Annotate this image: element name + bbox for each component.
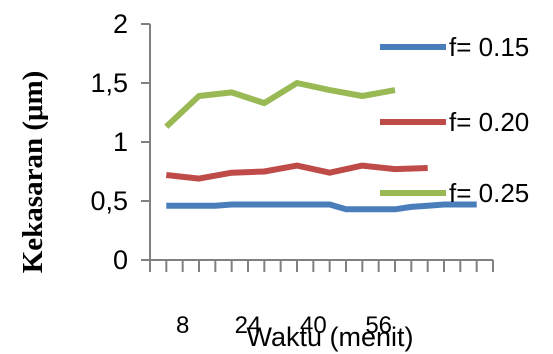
series-line-f-0-20 [165,162,428,182]
series-line-f-0-15 [166,201,477,213]
series-line-f-0-25 [164,80,396,129]
series-lines [164,80,477,213]
x-axis: 8 24 40 56 [149,259,494,339]
y-tick-label: 1 [113,127,128,157]
y-tick-label: 2 [113,9,128,39]
y-axis: 0 0,5 1 1,5 2 [90,9,151,275]
x-tick-label: 56 [365,312,392,339]
y-tick-label: 0 [113,245,128,275]
y-axis-label: Kekasaran (μm) [17,71,49,274]
y-tick-label: 1,5 [90,68,128,98]
legend-label: f= 0.20 [449,107,529,137]
legend-label: f= 0.25 [449,178,529,208]
x-axis-label: Waktu (menit) [246,322,413,352]
x-tick-label: 8 [176,312,189,339]
x-tick-label: 24 [235,312,262,339]
legend-label: f= 0.15 [449,32,529,62]
legend: f= 0.15 f= 0.20 f= 0.25 [380,32,529,208]
x-tick-label: 40 [300,312,327,339]
y-tick-label: 0,5 [90,186,128,216]
